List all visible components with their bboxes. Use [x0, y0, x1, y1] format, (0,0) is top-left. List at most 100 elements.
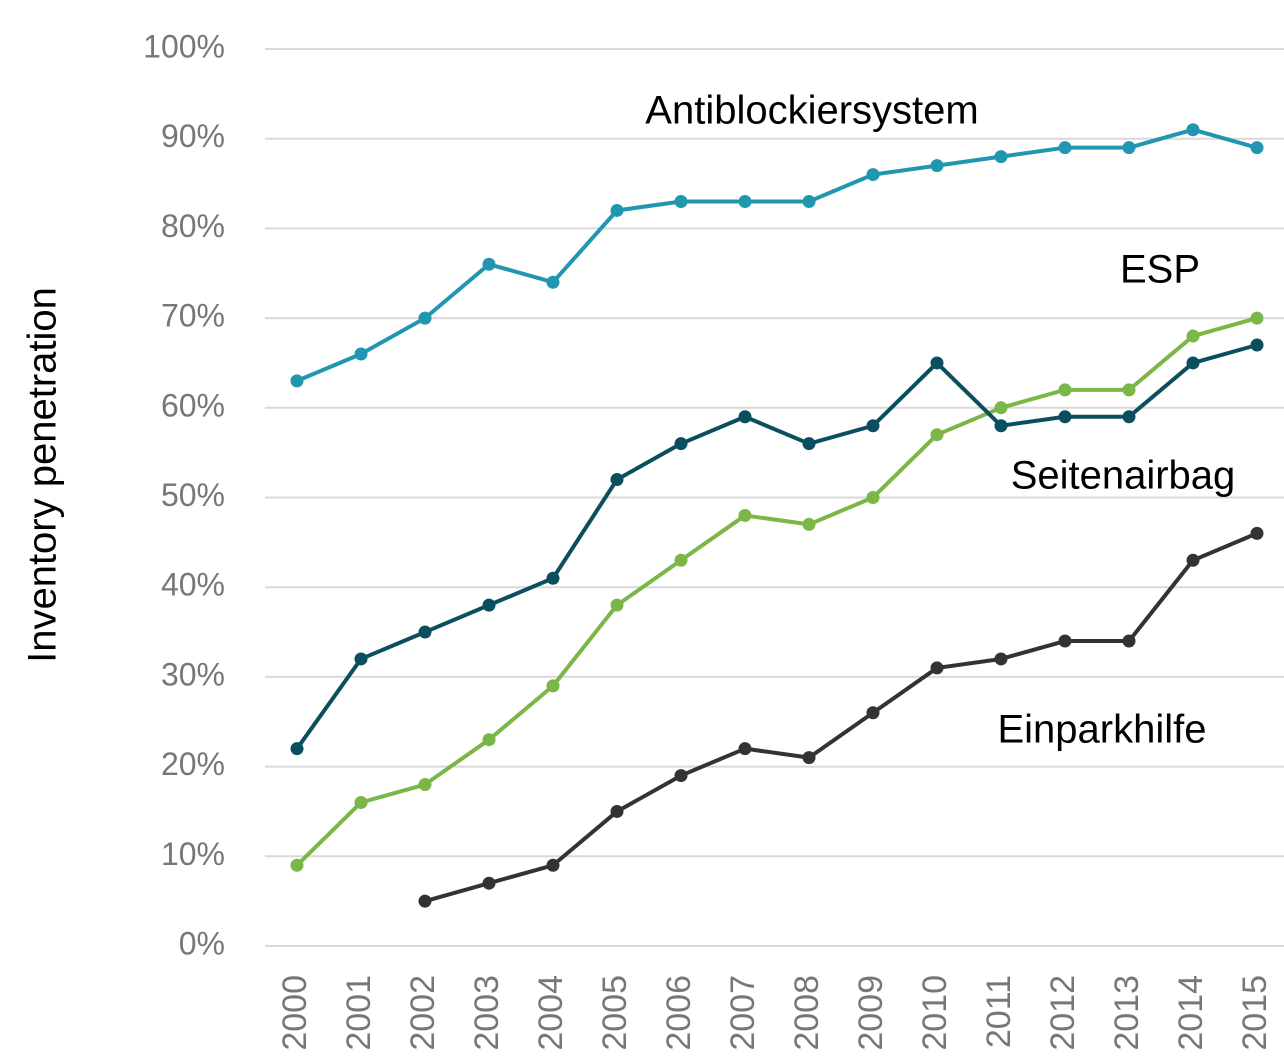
series-line [424, 531, 1258, 904]
x-tick-label: 2008 [788, 975, 826, 1051]
data-point [674, 194, 688, 208]
x-tick-label: 2003 [468, 975, 506, 1051]
data-point [994, 150, 1008, 164]
y-tick-label: 50% [161, 477, 225, 513]
data-point [418, 311, 432, 325]
data-point [866, 491, 880, 504]
data-point [1058, 141, 1072, 155]
data-point [1186, 329, 1200, 343]
x-tick-label: 2014 [1172, 975, 1210, 1051]
data-point [354, 795, 368, 809]
data-point [546, 858, 560, 872]
x-tick-label: 2009 [852, 975, 890, 1051]
data-point [866, 419, 880, 433]
data-point [418, 778, 432, 792]
y-tick-label: 30% [161, 656, 225, 692]
data-point [1186, 123, 1200, 137]
y-tick-label: 0% [179, 925, 225, 961]
data-point [930, 356, 944, 370]
x-tick-label: 2001 [340, 975, 378, 1051]
series-line [295, 316, 1258, 867]
data-point [482, 733, 496, 747]
data-point [994, 652, 1008, 666]
y-tick-label: 20% [161, 746, 225, 782]
data-point [738, 508, 752, 522]
data-point [610, 473, 624, 487]
x-tick-label: 2006 [660, 975, 698, 1051]
data-point [1058, 410, 1072, 424]
series-line [295, 343, 1258, 750]
series-label: Einparkhilfe [997, 708, 1206, 752]
y-tick-label: 90% [161, 118, 225, 154]
y-tick-label: 100% [143, 28, 225, 64]
x-tick-label: 2007 [724, 975, 762, 1051]
data-point [1186, 553, 1200, 567]
x-tick-label: 2005 [596, 975, 634, 1051]
y-tick-label: 60% [161, 387, 225, 423]
data-point [482, 876, 496, 890]
data-point [738, 742, 752, 756]
data-point [930, 661, 944, 675]
data-point [1250, 141, 1264, 155]
data-point [994, 401, 1008, 415]
data-point [866, 168, 880, 182]
x-tick-label: 2004 [532, 975, 570, 1051]
data-point [1122, 634, 1136, 648]
data-point [418, 894, 432, 908]
data-point [1058, 634, 1072, 648]
y-tick-label: 70% [161, 298, 225, 334]
data-point [1122, 141, 1136, 155]
x-tick-label: 2000 [276, 975, 314, 1051]
data-point [994, 419, 1008, 433]
data-point [1058, 383, 1072, 397]
data-point [674, 437, 688, 451]
x-tick-label: 2002 [404, 975, 442, 1051]
data-point [418, 625, 432, 639]
series-label: Antiblockiersystem [645, 89, 978, 133]
x-tick-label: 2012 [1044, 975, 1082, 1051]
data-point [802, 751, 816, 765]
data-point [802, 194, 816, 208]
data-point [738, 194, 752, 208]
x-tick-label: 2010 [916, 975, 954, 1051]
data-point [546, 571, 560, 585]
data-point [802, 437, 816, 451]
data-point [674, 769, 688, 783]
data-point [1186, 356, 1200, 370]
data-point [546, 679, 560, 693]
data-point [1250, 526, 1264, 540]
data-point [290, 742, 304, 756]
series-line [296, 127, 1258, 383]
data-point [290, 858, 304, 872]
series-label: ESP [1120, 248, 1200, 292]
data-point [354, 652, 368, 666]
data-point [1250, 338, 1264, 352]
data-point [1250, 311, 1264, 325]
data-point [1122, 383, 1136, 397]
x-tick-label: 2015 [1236, 975, 1274, 1051]
data-point [546, 275, 560, 289]
y-tick-label: 80% [161, 208, 225, 244]
data-point [674, 553, 688, 567]
data-point [482, 257, 496, 271]
data-point [610, 598, 624, 612]
data-point [930, 428, 944, 442]
data-point [1122, 410, 1136, 424]
data-point [802, 517, 816, 531]
data-point [482, 598, 496, 612]
data-point [738, 410, 752, 424]
data-point [610, 203, 624, 217]
x-tick-label: 2011 [980, 975, 1018, 1048]
y-axis-title: Inventory penetration [21, 287, 65, 663]
data-point [354, 347, 368, 361]
series-label: Seitenairbag [1011, 454, 1236, 498]
data-point [290, 374, 304, 388]
data-point [866, 706, 880, 720]
x-tick-label: 2013 [1108, 975, 1146, 1051]
data-point [930, 159, 944, 173]
data-point [610, 804, 624, 818]
y-tick-label: 10% [161, 836, 225, 872]
y-tick-label: 40% [161, 567, 225, 603]
